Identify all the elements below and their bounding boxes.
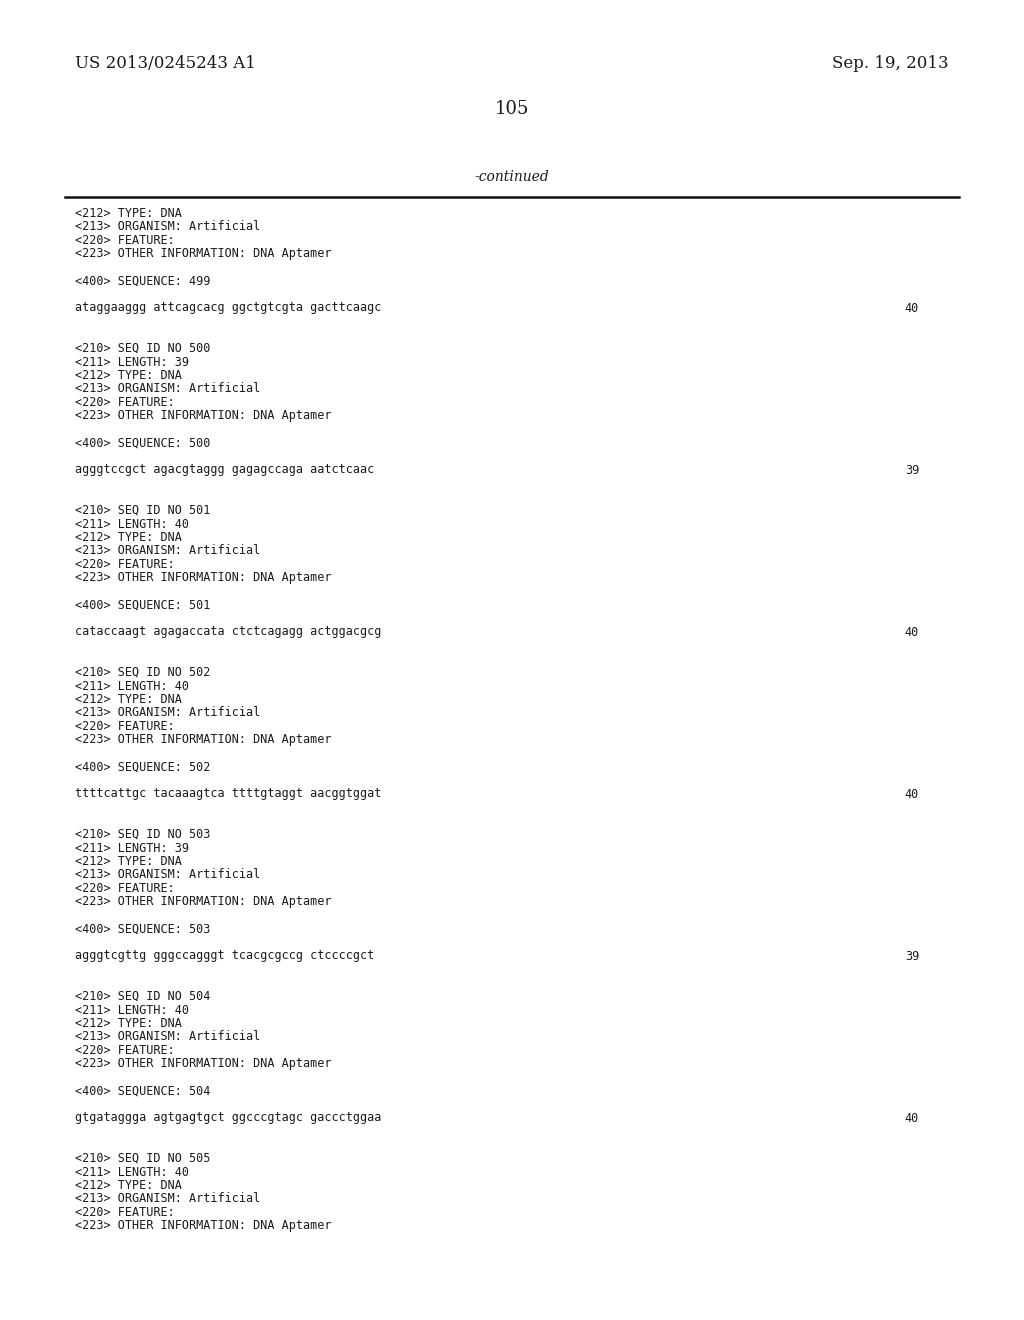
Text: -continued: -continued (475, 170, 549, 183)
Text: <212> TYPE: DNA: <212> TYPE: DNA (75, 1179, 182, 1192)
Text: <220> FEATURE:: <220> FEATURE: (75, 1206, 175, 1218)
Text: <223> OTHER INFORMATION: DNA Aptamer: <223> OTHER INFORMATION: DNA Aptamer (75, 572, 332, 585)
Text: <220> FEATURE:: <220> FEATURE: (75, 558, 175, 572)
Text: <400> SEQUENCE: 499: <400> SEQUENCE: 499 (75, 275, 210, 288)
Text: 39: 39 (905, 463, 919, 477)
Text: <220> FEATURE:: <220> FEATURE: (75, 882, 175, 895)
Text: <212> TYPE: DNA: <212> TYPE: DNA (75, 855, 182, 869)
Text: ttttcattgc tacaaagtca ttttgtaggt aacggtggat: ttttcattgc tacaaagtca ttttgtaggt aacggtg… (75, 788, 381, 800)
Text: <400> SEQUENCE: 500: <400> SEQUENCE: 500 (75, 437, 210, 450)
Text: <212> TYPE: DNA: <212> TYPE: DNA (75, 531, 182, 544)
Text: <211> LENGTH: 39: <211> LENGTH: 39 (75, 355, 189, 368)
Text: <213> ORGANISM: Artificial: <213> ORGANISM: Artificial (75, 1031, 260, 1044)
Text: 40: 40 (905, 626, 919, 639)
Text: <212> TYPE: DNA: <212> TYPE: DNA (75, 370, 182, 381)
Text: <211> LENGTH: 40: <211> LENGTH: 40 (75, 680, 189, 693)
Text: <400> SEQUENCE: 504: <400> SEQUENCE: 504 (75, 1085, 210, 1097)
Text: <223> OTHER INFORMATION: DNA Aptamer: <223> OTHER INFORMATION: DNA Aptamer (75, 409, 332, 422)
Text: ataggaaggg attcagcacg ggctgtcgta gacttcaagc: ataggaaggg attcagcacg ggctgtcgta gacttca… (75, 301, 381, 314)
Text: <212> TYPE: DNA: <212> TYPE: DNA (75, 693, 182, 706)
Text: 105: 105 (495, 100, 529, 117)
Text: <223> OTHER INFORMATION: DNA Aptamer: <223> OTHER INFORMATION: DNA Aptamer (75, 248, 332, 260)
Text: <223> OTHER INFORMATION: DNA Aptamer: <223> OTHER INFORMATION: DNA Aptamer (75, 1220, 332, 1233)
Text: US 2013/0245243 A1: US 2013/0245243 A1 (75, 55, 256, 73)
Text: agggtccgct agacgtaggg gagagccaga aatctcaac: agggtccgct agacgtaggg gagagccaga aatctca… (75, 463, 374, 477)
Text: <223> OTHER INFORMATION: DNA Aptamer: <223> OTHER INFORMATION: DNA Aptamer (75, 1057, 332, 1071)
Text: <210> SEQ ID NO 505: <210> SEQ ID NO 505 (75, 1152, 210, 1166)
Text: 40: 40 (905, 301, 919, 314)
Text: <213> ORGANISM: Artificial: <213> ORGANISM: Artificial (75, 1192, 260, 1205)
Text: <210> SEQ ID NO 500: <210> SEQ ID NO 500 (75, 342, 210, 355)
Text: <220> FEATURE:: <220> FEATURE: (75, 1044, 175, 1057)
Text: <400> SEQUENCE: 503: <400> SEQUENCE: 503 (75, 923, 210, 936)
Text: <210> SEQ ID NO 501: <210> SEQ ID NO 501 (75, 504, 210, 517)
Text: 40: 40 (905, 788, 919, 800)
Text: <220> FEATURE:: <220> FEATURE: (75, 719, 175, 733)
Text: <213> ORGANISM: Artificial: <213> ORGANISM: Artificial (75, 869, 260, 882)
Text: <213> ORGANISM: Artificial: <213> ORGANISM: Artificial (75, 706, 260, 719)
Text: <212> TYPE: DNA: <212> TYPE: DNA (75, 207, 182, 220)
Text: <213> ORGANISM: Artificial: <213> ORGANISM: Artificial (75, 544, 260, 557)
Text: <223> OTHER INFORMATION: DNA Aptamer: <223> OTHER INFORMATION: DNA Aptamer (75, 895, 332, 908)
Text: 40: 40 (905, 1111, 919, 1125)
Text: <212> TYPE: DNA: <212> TYPE: DNA (75, 1016, 182, 1030)
Text: <211> LENGTH: 40: <211> LENGTH: 40 (75, 517, 189, 531)
Text: Sep. 19, 2013: Sep. 19, 2013 (833, 55, 949, 73)
Text: <211> LENGTH: 39: <211> LENGTH: 39 (75, 842, 189, 854)
Text: <213> ORGANISM: Artificial: <213> ORGANISM: Artificial (75, 383, 260, 396)
Text: <223> OTHER INFORMATION: DNA Aptamer: <223> OTHER INFORMATION: DNA Aptamer (75, 734, 332, 747)
Text: <210> SEQ ID NO 503: <210> SEQ ID NO 503 (75, 828, 210, 841)
Text: <220> FEATURE:: <220> FEATURE: (75, 396, 175, 409)
Text: <211> LENGTH: 40: <211> LENGTH: 40 (75, 1166, 189, 1179)
Text: agggtcgttg gggccagggt tcacgcgccg ctccccgct: agggtcgttg gggccagggt tcacgcgccg ctccccg… (75, 949, 374, 962)
Text: <210> SEQ ID NO 504: <210> SEQ ID NO 504 (75, 990, 210, 1003)
Text: 39: 39 (905, 949, 919, 962)
Text: <211> LENGTH: 40: <211> LENGTH: 40 (75, 1003, 189, 1016)
Text: <210> SEQ ID NO 502: <210> SEQ ID NO 502 (75, 667, 210, 678)
Text: <400> SEQUENCE: 501: <400> SEQUENCE: 501 (75, 598, 210, 611)
Text: cataccaagt agagaccata ctctcagagg actggacgcg: cataccaagt agagaccata ctctcagagg actggac… (75, 626, 381, 639)
Text: <213> ORGANISM: Artificial: <213> ORGANISM: Artificial (75, 220, 260, 234)
Text: gtgataggga agtgagtgct ggcccgtagc gaccctggaa: gtgataggga agtgagtgct ggcccgtagc gaccctg… (75, 1111, 381, 1125)
Text: <220> FEATURE:: <220> FEATURE: (75, 234, 175, 247)
Text: <400> SEQUENCE: 502: <400> SEQUENCE: 502 (75, 760, 210, 774)
